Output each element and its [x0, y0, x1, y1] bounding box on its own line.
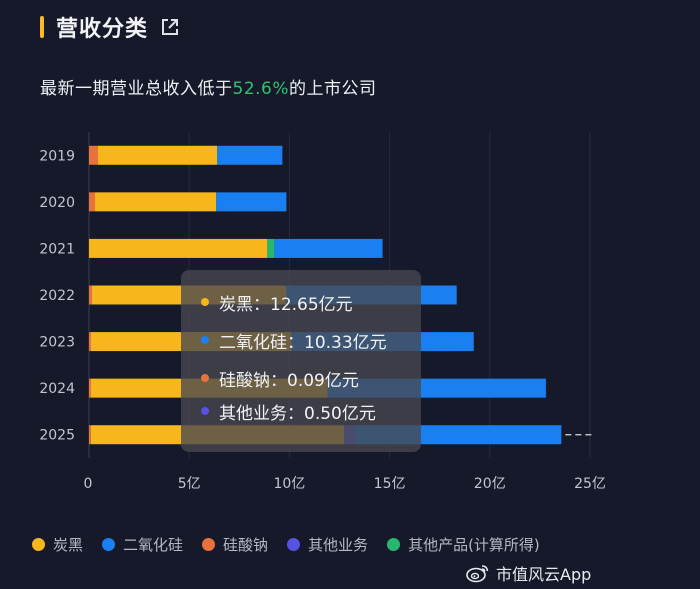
chart-legend: 炭黑 二氧化硅 硅酸钠 其他业务 其他产品(计算所得) — [32, 534, 559, 555]
bar-segment — [89, 285, 93, 305]
tooltip-label: 其他业务 — [219, 403, 287, 424]
legend-dot — [202, 538, 216, 551]
tooltip-value: 0.50亿元 — [304, 403, 376, 424]
bar-segment — [89, 332, 92, 352]
tooltip-row: 硅酸钠： 0.09亿元 — [201, 366, 359, 391]
legend-item-other-products[interactable]: 其他产品(计算所得) — [387, 534, 540, 555]
page-title: 营收分类 — [56, 17, 149, 42]
bar-segment — [267, 238, 275, 258]
legend-item-sodium-silicate[interactable]: 硅酸钠 — [202, 534, 268, 555]
tooltip-dot — [201, 336, 209, 344]
x-tick-label: 10亿 — [273, 476, 305, 492]
legend-label: 二氧化硅 — [123, 536, 184, 554]
tooltip-row: 二氧化硅： 10.33亿元 — [201, 328, 387, 353]
tooltip-value: 12.65亿元 — [270, 294, 353, 315]
tooltip-dot — [201, 407, 209, 415]
bar-segment — [89, 145, 99, 165]
bar-segment — [217, 145, 283, 165]
tooltip-value: 0.09亿元 — [287, 370, 359, 391]
chart-subtitle: 最新一期营业总收入低于52.6%的上市公司 — [40, 74, 377, 99]
tooltip-sep: ： — [270, 370, 287, 391]
y-tick-label: 2025 — [39, 428, 75, 444]
tooltip-label: 炭黑 — [219, 294, 253, 315]
y-tick-label: 2020 — [39, 195, 75, 211]
x-tick-label: 0 — [84, 476, 93, 492]
tooltip-dot — [201, 298, 209, 306]
bar-segment — [98, 145, 218, 165]
y-tick-label: 2023 — [39, 335, 75, 351]
subtitle-suffix: 的上市公司 — [289, 79, 377, 99]
tooltip-sep: ： — [287, 332, 304, 353]
legend-dot — [387, 538, 401, 551]
tooltip-row: 其他业务： 0.50亿元 — [201, 399, 376, 424]
bar-segment — [89, 238, 268, 258]
bar-segment — [95, 192, 217, 212]
bar-segment — [216, 192, 287, 212]
tooltip-dot — [201, 374, 209, 382]
bar-segment — [274, 238, 383, 258]
legend-dot — [32, 538, 45, 551]
legend-item-other-business[interactable]: 其他业务 — [287, 534, 368, 555]
tooltip-sep: ： — [253, 294, 270, 315]
bar-segment — [89, 192, 96, 212]
x-tick-label: 5亿 — [178, 476, 201, 492]
subtitle-percent: 52.6% — [232, 79, 290, 99]
x-tick-label: 25亿 — [574, 476, 606, 492]
bar-segment — [89, 378, 92, 398]
weibo-icon — [466, 565, 489, 583]
subtitle-prefix: 最新一期营业总收入低于 — [40, 79, 233, 99]
tooltip-row: 炭黑： 12.65亿元 — [201, 290, 353, 315]
header-accent-bar — [40, 16, 44, 38]
y-tick-label: 2019 — [39, 148, 75, 164]
chart-tooltip: 炭黑： 12.65亿元 二氧化硅： 10.33亿元 硅酸钠： 0.09亿元 其他业务：… — [181, 270, 421, 452]
legend-label: 硅酸钠 — [223, 536, 269, 554]
tooltip-label: 硅酸钠 — [219, 370, 270, 391]
y-tick-label: 2022 — [39, 288, 75, 304]
external-link-icon[interactable] — [160, 17, 180, 37]
y-tick-label: 2021 — [39, 241, 75, 257]
watermark: 市值风云App — [466, 561, 591, 585]
legend-dot — [102, 538, 116, 551]
tooltip-label: 二氧化硅 — [219, 332, 287, 353]
tooltip-sep: ： — [287, 403, 304, 424]
legend-label: 其他业务 — [308, 536, 369, 554]
legend-item-silica[interactable]: 二氧化硅 — [102, 534, 183, 555]
legend-dot — [287, 538, 301, 551]
section-header: 营收分类 — [40, 12, 180, 42]
bar-segment — [89, 425, 91, 445]
x-tick-label: 15亿 — [374, 476, 406, 492]
y-tick-label: 2024 — [39, 381, 75, 397]
legend-label: 其他产品(计算所得) — [408, 536, 540, 554]
legend-item-carbon-black[interactable]: 炭黑 — [32, 534, 83, 555]
x-tick-label: 20亿 — [474, 476, 506, 492]
watermark-text: 市值风云App — [496, 565, 592, 584]
legend-label: 炭黑 — [53, 536, 84, 554]
tooltip-value: 10.33亿元 — [304, 332, 387, 353]
